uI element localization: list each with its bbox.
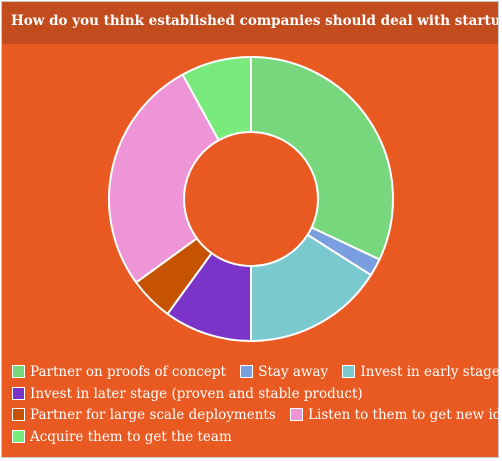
legend-item-invest-later[interactable]: Invest in later stage (proven and stable… (12, 386, 363, 402)
legend-item-partner-large-scale[interactable]: Partner for large scale deployments (12, 407, 276, 423)
legend-item-acquire-team[interactable]: Acquire them to get the team (12, 429, 232, 445)
legend-label: Invest in later stage (proven and stable… (30, 385, 363, 402)
legend-item-stay-away[interactable]: Stay away (240, 364, 328, 380)
legend-item-listen-ideas[interactable]: Listen to them to get new ideas (290, 407, 502, 423)
legend-swatch (12, 386, 25, 400)
chart-title: How do you think established companies s… (2, 2, 498, 44)
legend-label: Partner on proofs of concept (30, 364, 226, 380)
legend-label: Listen to them to get new ideas (308, 407, 502, 423)
legend-swatch (240, 365, 254, 378)
donut-slice-5[interactable] (108, 73, 221, 284)
legend-item-invest-early[interactable]: Invest in early stage (342, 364, 500, 380)
legend-item-partner-proofs[interactable]: Partner on proofs of concept (12, 364, 226, 380)
legend-swatch (12, 408, 25, 421)
legend-label: Partner for large scale deployments (30, 407, 276, 423)
legend-row: Partner on proofs of concept Stay away I… (12, 364, 500, 386)
legend-label: Invest in early stage (360, 364, 500, 380)
donut-slice-6[interactable] (181, 55, 252, 142)
legend-label: Stay away (258, 364, 329, 380)
legend-swatch (12, 429, 25, 443)
legend-swatch (12, 365, 25, 378)
legend-swatch (342, 365, 356, 378)
legend-label: Acquire them to get the team (30, 428, 232, 445)
donut-slice-2[interactable] (250, 233, 373, 343)
legend-row: Invest in later stage (proven and stable… (12, 386, 492, 408)
chart-legend: Partner on proofs of concept Stay away I… (12, 364, 502, 451)
legend-swatch (290, 408, 304, 421)
legend-row: Partner for large scale deployments List… (12, 407, 502, 429)
legend-row: Acquire them to get the team (12, 429, 492, 451)
donut-slice-0[interactable] (250, 55, 394, 261)
donut-chart (108, 55, 394, 343)
